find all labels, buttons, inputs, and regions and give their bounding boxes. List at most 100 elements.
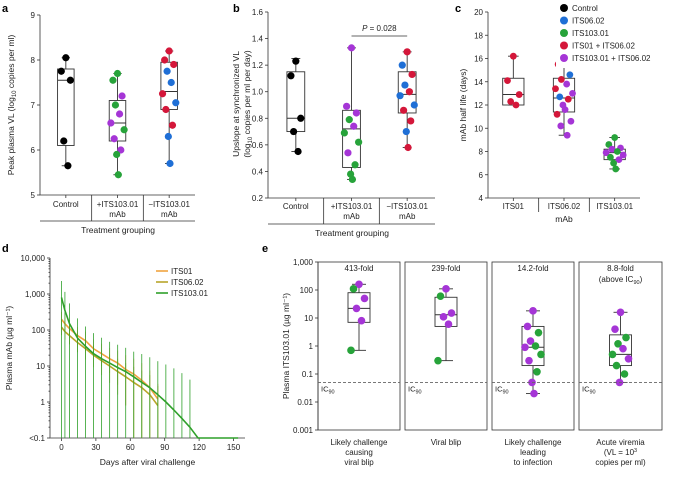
panel-b-ytick-label: 1.0	[252, 88, 264, 97]
data-point	[408, 70, 416, 79]
x-tick-label: ITS103.01	[596, 202, 633, 211]
ic90-label: IC90	[495, 384, 509, 395]
data-point	[622, 333, 630, 342]
data-point	[507, 98, 515, 105]
panel-a-ytick-label: 6	[31, 146, 36, 155]
data-point	[158, 90, 167, 98]
y-axis-title: mAb half life (days)	[458, 68, 468, 141]
data-point	[523, 322, 532, 331]
data-point	[512, 101, 520, 109]
data-point	[612, 165, 620, 173]
panel-d-chart: <0.1 1 10 100 1,000 10,000 0 30 60 90 120 150 ITS01 I…	[4, 254, 245, 467]
panel-c-ytick-label: 16	[474, 55, 483, 64]
data-point	[120, 126, 128, 134]
data-point	[614, 339, 622, 348]
box	[57, 68, 75, 146]
data-point	[115, 110, 124, 118]
data-point	[607, 153, 614, 161]
data-point	[552, 85, 559, 93]
facet-frame	[491, 261, 575, 431]
ic90-label: IC90	[582, 384, 596, 395]
data-point	[403, 48, 411, 56]
data-point	[613, 148, 621, 155]
panel-d-xtick-label: 150	[227, 443, 241, 452]
panel-c-ytick-label: 4	[479, 194, 484, 203]
facet-frame	[404, 261, 488, 431]
data-point	[355, 280, 363, 289]
panel-d-ytick-label: 10	[36, 362, 45, 371]
data-point	[350, 122, 358, 130]
panel-letter-e: e	[262, 243, 268, 255]
x-axis-title: Treatment grouping	[315, 228, 389, 238]
panel-e-ytick-label: 0.1	[302, 370, 314, 379]
data-point	[344, 149, 352, 157]
data-point	[360, 294, 369, 303]
data-point	[348, 175, 356, 183]
legend-marker	[560, 41, 568, 50]
panel-letter-d: d	[2, 243, 9, 255]
panel-letter-a: a	[2, 3, 9, 15]
data-point	[529, 307, 537, 315]
legend-label: ITS01 + ITS06.02	[572, 42, 635, 51]
y-axis-title-line2: (log10 copies per ml per day)	[242, 50, 254, 157]
data-point	[111, 101, 120, 109]
legend-label: ITS103.01	[572, 29, 609, 38]
data-point	[612, 361, 621, 370]
category-label-line3: copies per ml)	[595, 458, 646, 467]
y-axis-title: Peak plasma VL (log10 copies per ml)	[6, 35, 18, 176]
x-tick-label: −ITS103.01	[148, 200, 190, 209]
panel-letter-c: c	[455, 3, 461, 15]
data-point	[611, 134, 619, 141]
panel-e-ytick-label: 10	[304, 314, 313, 323]
data-point	[170, 60, 178, 69]
data-point	[64, 162, 72, 170]
panel-a-ytick-label: 5	[31, 191, 36, 200]
data-point	[404, 143, 412, 152]
data-point	[439, 313, 448, 321]
legend-marker	[560, 4, 568, 12]
data-point	[113, 150, 121, 159]
data-point	[553, 110, 561, 118]
legend-background	[556, 2, 683, 68]
data-point	[396, 92, 404, 100]
data-point	[521, 343, 529, 352]
data-point	[534, 328, 543, 337]
panel-b-chart: 0.2 0.4 0.6 0.8 1.0 1.2 1.4 1.6 Control +ITS103.0…	[231, 8, 435, 238]
data-point	[509, 52, 517, 60]
x-tick-label: Control	[53, 200, 79, 209]
legend-marker	[560, 54, 568, 62]
data-point	[161, 56, 169, 64]
fold-label: 14.2-fold	[517, 264, 548, 273]
data-point	[526, 337, 535, 345]
data-point	[166, 159, 174, 168]
panel-a-ytick-label: 9	[31, 11, 36, 20]
x-axis-title: Treatment grouping	[81, 225, 155, 235]
panel-d-xtick-label: 0	[59, 443, 64, 452]
category-label: viral blip	[344, 458, 374, 467]
panel-d-ytick-label: 1	[41, 398, 46, 407]
data-point	[347, 346, 355, 355]
y-axis-title: Plasma mAb (µg ml⁻¹)	[4, 306, 14, 391]
panel-d-xtick-label: 120	[192, 443, 206, 452]
data-point	[567, 117, 575, 125]
data-point	[615, 156, 623, 164]
data-point	[401, 81, 409, 89]
data-point	[620, 370, 629, 378]
legend-label: ITS103.01 + ITS06.02	[572, 54, 651, 63]
x-tick-label: Control	[283, 202, 309, 211]
data-point	[444, 320, 453, 329]
legend-label: ITS06.02	[171, 278, 204, 287]
data-point	[624, 354, 633, 363]
panel-c-ytick-label: 18	[474, 31, 483, 40]
data-point	[563, 80, 571, 88]
data-point	[515, 91, 523, 98]
data-point	[436, 292, 445, 301]
data-point	[349, 285, 358, 293]
panel-d-xtick-label: 90	[160, 443, 169, 452]
data-point	[563, 131, 571, 139]
panel-c-ytick-label: 20	[474, 8, 483, 17]
y-axis-title: Plasma ITS103.01 (µg ml⁻¹)	[281, 293, 291, 399]
facet-frame	[578, 261, 663, 431]
data-point	[167, 78, 175, 87]
